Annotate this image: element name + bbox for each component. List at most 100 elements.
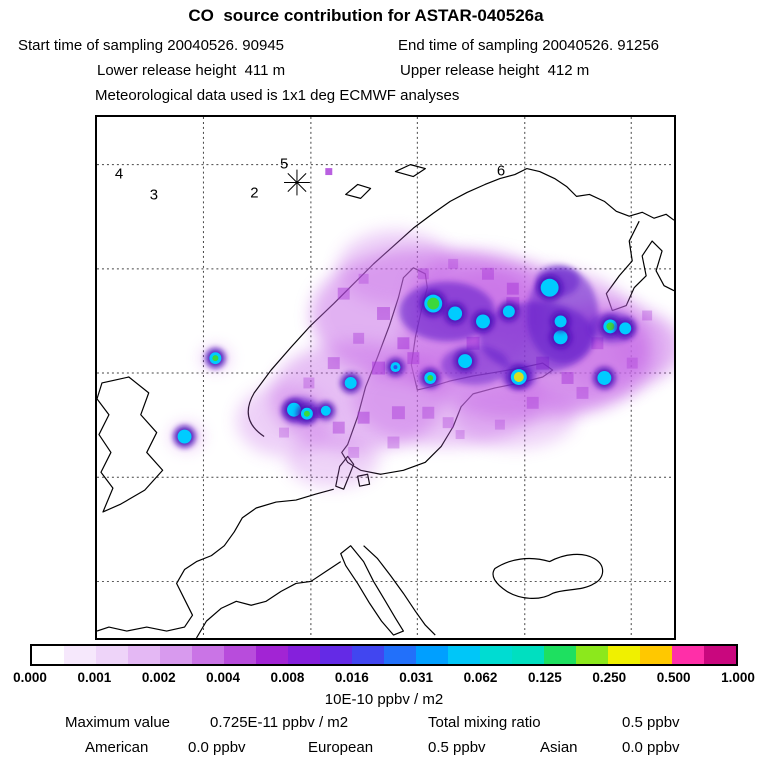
colorbar-segment [320, 646, 352, 664]
colorbar-tick-label: 0.031 [399, 670, 434, 685]
colorbar-segment [96, 646, 128, 664]
data-cell [327, 357, 340, 370]
hotspot [554, 315, 567, 328]
data-cell [591, 337, 604, 350]
map-frame: 4 3 2 5 6 [95, 115, 676, 640]
hotspot [540, 278, 559, 297]
track-waypoint-label: 4 [115, 167, 123, 183]
colorbar-segment [160, 646, 192, 664]
colorbar-segment [672, 646, 704, 664]
colorbar-segment [128, 646, 160, 664]
colorbar-tick-label: 0.500 [656, 670, 691, 685]
end-time-text: End time of sampling 20040526. 91256 [398, 37, 660, 54]
data-cell [279, 427, 290, 438]
start-time-text: Start time of sampling 20040526. 90945 [18, 37, 285, 54]
data-cell [506, 282, 519, 295]
colorbar-segment [32, 646, 64, 664]
colorbar-segment [704, 646, 736, 664]
track-waypoint-label: 5 [280, 157, 288, 173]
data-cell [332, 421, 345, 434]
data-cell [377, 307, 390, 320]
hotspot [502, 305, 515, 318]
hotspot [448, 306, 463, 321]
american-value: 0.0 ppbv [188, 739, 246, 756]
coastline-italy [340, 545, 405, 636]
hotspot-core [427, 375, 434, 381]
colorbar-tick-label: 0.125 [528, 670, 562, 685]
data-cell [372, 361, 386, 375]
colorbar-tick-label: 1.000 [721, 670, 755, 685]
coastline-balkans [363, 545, 436, 636]
colorbar-segment [384, 646, 416, 664]
hotspot [553, 330, 568, 345]
colorbar-segment [64, 646, 96, 664]
hotspot [458, 354, 473, 369]
map-plot: 4 3 2 5 6 [97, 117, 674, 638]
colorbar-segment [256, 646, 288, 664]
release-point-marker [287, 173, 307, 192]
data-cell [325, 168, 333, 176]
haze-patch [287, 435, 379, 488]
data-cell [303, 377, 315, 389]
data-cell [448, 258, 459, 269]
colorbar-tick-label: 0.004 [206, 670, 240, 685]
asian-label: Asian [540, 739, 578, 756]
coastline-mediterranean [195, 561, 342, 638]
data-cell [561, 372, 574, 384]
data-cell [455, 430, 465, 440]
colorbar-tick-label: 0.002 [141, 670, 176, 685]
haze-patch [453, 384, 577, 449]
data-cell [442, 417, 454, 429]
met-data-text: Meteorological data used is 1x1 deg ECMW… [95, 87, 460, 104]
colorbar-segment [640, 646, 672, 664]
european-value: 0.5 ppbv [428, 739, 486, 756]
colorbar-tick-label: 0.062 [463, 670, 498, 685]
data-cell [353, 332, 365, 344]
coastline-white-sea [605, 220, 674, 312]
data-cell [576, 386, 589, 399]
upper-release-text: Upper release height 412 m [400, 62, 590, 79]
data-cell [348, 446, 360, 458]
colorbar-segment [608, 646, 640, 664]
data-cell [391, 406, 405, 420]
data-cell [626, 357, 638, 369]
colorbar-tick-label: 0.001 [77, 670, 112, 685]
coastline-britain [97, 376, 164, 513]
plot-title: CO source contribution for ASTAR-040526a [188, 6, 544, 25]
colorbar-segment [448, 646, 480, 664]
mixing-ratio-value: 0.5 ppbv [622, 714, 680, 731]
american-label: American [85, 739, 149, 756]
colorbar-segment [352, 646, 384, 664]
coastline-continent [97, 488, 334, 632]
hotspot [619, 322, 632, 335]
data-cell [422, 406, 435, 419]
colorbar-segment [480, 646, 512, 664]
track-waypoint-label: 2 [250, 185, 258, 201]
data-overlay [170, 168, 674, 488]
data-cell [642, 310, 653, 321]
hotspot [320, 405, 331, 416]
data-cell [357, 411, 370, 424]
colorbar-tick-label: 0.250 [592, 670, 627, 685]
data-cell [407, 352, 420, 365]
data-cell [387, 436, 400, 449]
colorbar-segment [416, 646, 448, 664]
colorbar-segment [576, 646, 608, 664]
colorbar-segment [288, 646, 320, 664]
data-cell [397, 337, 410, 350]
max-value-text: 0.725E-11 ppbv / m2 [210, 714, 349, 731]
colorbar-tick-label: 0.016 [334, 670, 369, 685]
lower-release-text: Lower release height 411 m [97, 62, 286, 79]
colorbar-tick-label: 0.008 [270, 670, 305, 685]
track-annotations: 4 3 2 5 6 [115, 157, 505, 204]
colorbar-unit-label: 10E-10 ppbv / m2 [324, 691, 444, 708]
hotspot-core [606, 322, 615, 331]
mixing-ratio-label: Total mixing ratio [428, 714, 541, 731]
colorbar-segment [224, 646, 256, 664]
max-value-label: Maximum value [65, 714, 171, 731]
data-cell [417, 268, 429, 280]
hotspot [344, 377, 357, 389]
hotspot-core [393, 365, 398, 370]
data-cell [481, 267, 494, 280]
